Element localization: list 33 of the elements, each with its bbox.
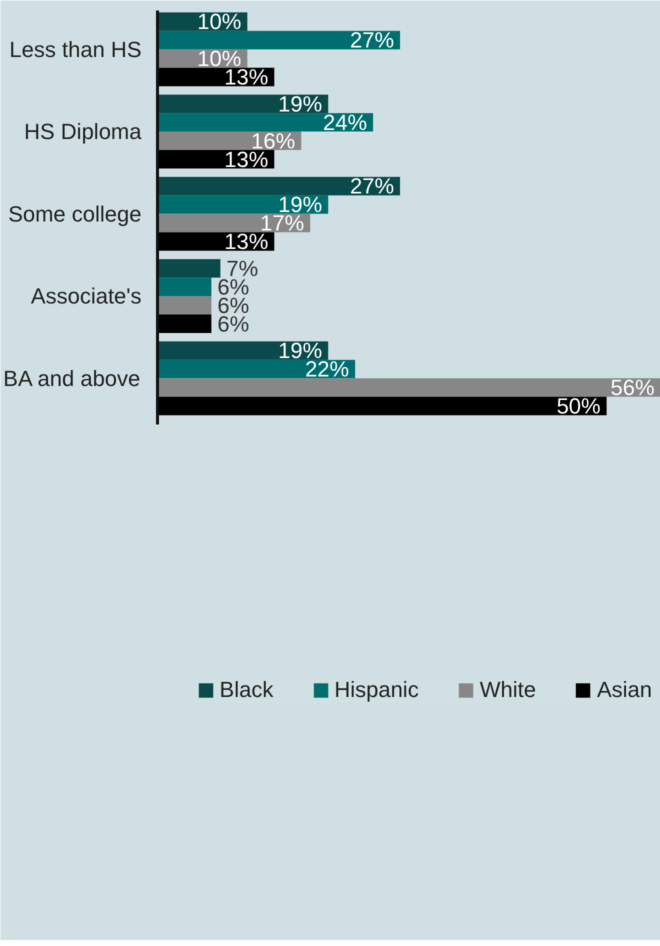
- legend-label: Asian: [596, 677, 652, 703]
- bar: [158, 214, 310, 232]
- legend-label: Hispanic: [334, 677, 419, 703]
- bar: [158, 30, 400, 50]
- bar: [158, 341, 328, 360]
- legend-label: Black: [220, 677, 274, 703]
- data-label: 13%: [224, 229, 268, 254]
- y-tick-label: Associate's: [30, 284, 142, 309]
- data-label: 27%: [350, 28, 394, 53]
- bar: [158, 113, 374, 132]
- bar: [158, 195, 328, 214]
- y-tick-label: Less than HS: [9, 36, 142, 62]
- bar: [158, 314, 212, 334]
- bar: [158, 396, 607, 416]
- bar: [158, 360, 356, 378]
- data-label: 10%: [197, 9, 242, 34]
- bar: [158, 176, 400, 196]
- data-label: 19%: [278, 91, 322, 116]
- data-label: 56%: [610, 375, 655, 400]
- bar: [158, 94, 328, 114]
- legend-label: White: [480, 677, 536, 703]
- data-label: 50%: [556, 394, 601, 419]
- bar: [158, 259, 220, 278]
- y-tick-label: HS Diploma: [24, 119, 142, 144]
- data-label: 22%: [305, 356, 350, 382]
- bar: [158, 378, 660, 397]
- data-label: 27%: [350, 174, 394, 199]
- bar: [158, 296, 212, 315]
- data-label: 24%: [323, 110, 368, 135]
- bar: [158, 278, 212, 296]
- y-tick-label: BA and above: [3, 366, 140, 391]
- y-tick-label: Some college: [8, 201, 142, 226]
- data-label: 13%: [224, 64, 268, 90]
